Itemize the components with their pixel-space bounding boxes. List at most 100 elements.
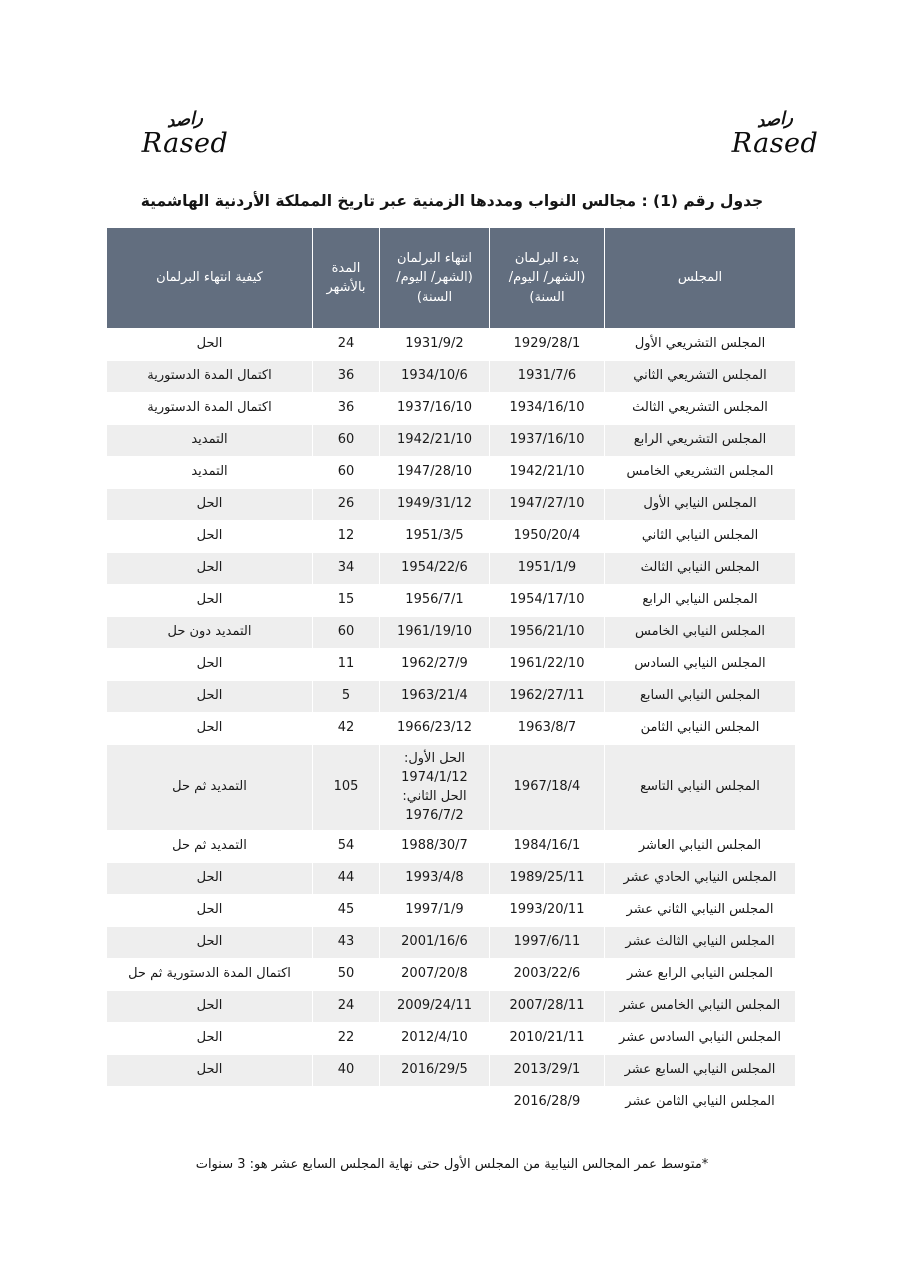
cell-start-date: 1931/7/6 [489, 360, 605, 393]
cell-end-date: 1934/10/6 [379, 360, 490, 393]
cell-council: المجلس النيابي العاشر [604, 830, 796, 864]
cell-how-ended: اكتمال المدة الدستورية [106, 360, 313, 393]
cell-council: المجلس النيابي السابع [604, 680, 796, 713]
column-header-line: انتهاء البرلمان [396, 250, 472, 266]
cell-council: المجلس النيابي الثاني [604, 520, 796, 553]
cell-duration: 54 [312, 830, 380, 864]
cell-council: المجلس النيابي التاسع [604, 743, 796, 832]
rased-logo-latin: Rased [731, 128, 819, 159]
cell-end-date [379, 1086, 490, 1120]
table-row: المجلس التشريعي الثالث 1934/16/10 1937/16/… [106, 392, 796, 425]
cell-duration: 22 [312, 1022, 380, 1056]
cell-how-ended: اكتمال المدة الدستورية [106, 392, 313, 425]
column-header-end: انتهاء البرلمان (الشهر/ اليوم/السنة) [379, 227, 490, 329]
cell-start-date: 1984/16/1 [489, 830, 605, 864]
cell-how-ended: الحل [106, 328, 313, 361]
cell-how-ended: اكتمال المدة الدستورية ثم حل [106, 958, 313, 992]
table-row: المجلس النيابي السادس 1961/22/10 1962/27/9… [106, 648, 796, 681]
cell-how-ended: الحل [106, 862, 313, 896]
cell-council: المجلس النيابي الثاني عشر [604, 894, 796, 928]
cell-start-date: 2010/21/11 [489, 1022, 605, 1056]
cell-end-date-line: الحل الأول: [403, 751, 466, 766]
cell-duration: 44 [312, 862, 380, 896]
cell-duration: 43 [312, 926, 380, 960]
table-row: المجلس النيابي الثاني عشر 1993/20/11 1997/… [106, 894, 796, 928]
cell-council: المجلس التشريعي الثالث [604, 392, 796, 425]
cell-start-date: 1929/28/1 [489, 328, 605, 361]
column-header-line: السنة) [529, 289, 565, 305]
rased-logo-right: راصد Rased [700, 108, 850, 159]
cell-duration: 60 [312, 424, 380, 457]
cell-how-ended: التمديد ثم حل [106, 830, 313, 864]
cell-end-date: 1962/27/9 [379, 648, 490, 681]
cell-start-date: 1947/27/10 [489, 488, 605, 521]
column-header-line: بالأشهر [326, 280, 366, 295]
table-row: المجلس النيابي الرابع 1954/17/10 1956/7/1 1… [106, 584, 796, 617]
cell-council: المجلس النيابي الأول [604, 488, 796, 521]
table-row: المجلس النيابي السابع 1962/27/11 1963/21/4… [106, 680, 796, 713]
cell-start-date: 1989/25/11 [489, 862, 605, 896]
cell-start-date: 2013/29/1 [489, 1054, 605, 1088]
table-row: المجلس النيابي الثالث عشر 1997/6/11 2001/1… [106, 926, 796, 960]
table-row: المجلس النيابي الثاني 1950/20/4 1951/3/5 12… [106, 520, 796, 553]
cell-end-date: 1993/4/8 [379, 862, 490, 896]
cell-start-date: 1963/8/7 [489, 712, 605, 745]
table-row: المجلس التشريعي الرابع 1937/16/10 1942/21/… [106, 424, 796, 457]
cell-end-date: 2007/20/8 [379, 958, 490, 992]
parliament-table: المجلس بدء البرلمان (الشهر/ اليوم/السنة) … [106, 227, 796, 1120]
cell-how-ended: الحل [106, 584, 313, 617]
cell-duration: 15 [312, 584, 380, 617]
cell-council: المجلس النيابي السابع عشر [604, 1054, 796, 1088]
column-header-council: المجلس [604, 227, 796, 329]
cell-end-date-line: 1976/7/2 [405, 807, 464, 823]
cell-start-date: 1950/20/4 [489, 520, 605, 553]
cell-council: المجلس النيابي السادس عشر [604, 1022, 796, 1056]
logo-row: راصد Rased راصد Rased [0, 108, 904, 182]
cell-end-date: 1931/9/2 [379, 328, 490, 361]
cell-council: المجلس التشريعي الأول [604, 328, 796, 361]
cell-end-date: 1988/30/7 [379, 830, 490, 864]
cell-duration: 5 [312, 680, 380, 713]
cell-start-date: 2007/28/11 [489, 990, 605, 1024]
table-row: المجلس النيابي الحادي عشر 1989/25/11 1993/… [106, 862, 796, 896]
cell-council: المجلس النيابي الثامن عشر [604, 1086, 796, 1120]
cell-end-date: 1937/16/10 [379, 392, 490, 425]
cell-how-ended: الحل [106, 680, 313, 713]
cell-how-ended: الحل [106, 648, 313, 681]
cell-how-ended: التمديد ثم حل [106, 743, 313, 832]
table-title: جدول رقم (1) : مجالس النواب ومددها الزمن… [140, 192, 764, 210]
table-header-row: المجلس بدء البرلمان (الشهر/ اليوم/السنة) … [106, 227, 796, 329]
column-header-line: المجلس [677, 270, 723, 286]
column-header-line: (الشهر/ اليوم/ [396, 270, 473, 286]
cell-start-date: 1942/21/10 [489, 456, 605, 489]
cell-end-date: 2012/4/10 [379, 1022, 490, 1056]
cell-end-date: 1956/7/1 [379, 584, 490, 617]
cell-council: المجلس النيابي السادس [604, 648, 796, 681]
column-header-how-ended: كيفية انتهاء البرلمان [106, 227, 313, 329]
cell-duration: 24 [312, 990, 380, 1024]
cell-duration [312, 1086, 380, 1120]
cell-end-date: 1947/28/10 [379, 456, 490, 489]
cell-end-date: 1951/3/5 [379, 520, 490, 553]
column-header-line: المدة [331, 260, 361, 276]
cell-duration: 26 [312, 488, 380, 521]
cell-duration: 50 [312, 958, 380, 992]
cell-duration: 36 [312, 392, 380, 425]
cell-council: المجلس النيابي الثامن [604, 712, 796, 745]
cell-start-date: 1967/18/4 [489, 743, 605, 832]
cell-end-date: 1966/23/12 [379, 712, 490, 745]
cell-start-date: 1934/16/10 [489, 392, 605, 425]
cell-how-ended: التمديد [106, 456, 313, 489]
cell-how-ended: التمديد دون حل [106, 616, 313, 649]
cell-council: المجلس النيابي الحادي عشر [604, 862, 796, 896]
cell-how-ended: الحل [106, 520, 313, 553]
cell-how-ended: الحل [106, 488, 313, 521]
cell-council: المجلس التشريعي الثاني [604, 360, 796, 393]
cell-council: المجلس النيابي الرابع عشر [604, 958, 796, 992]
cell-start-date: 1954/17/10 [489, 584, 605, 617]
cell-how-ended: التمديد [106, 424, 313, 457]
table-row: المجلس التشريعي الأول 1929/28/1 1931/9/2 24… [106, 328, 796, 361]
cell-start-date: 2003/22/6 [489, 958, 605, 992]
cell-duration: 36 [312, 360, 380, 393]
cell-how-ended: الحل [106, 926, 313, 960]
